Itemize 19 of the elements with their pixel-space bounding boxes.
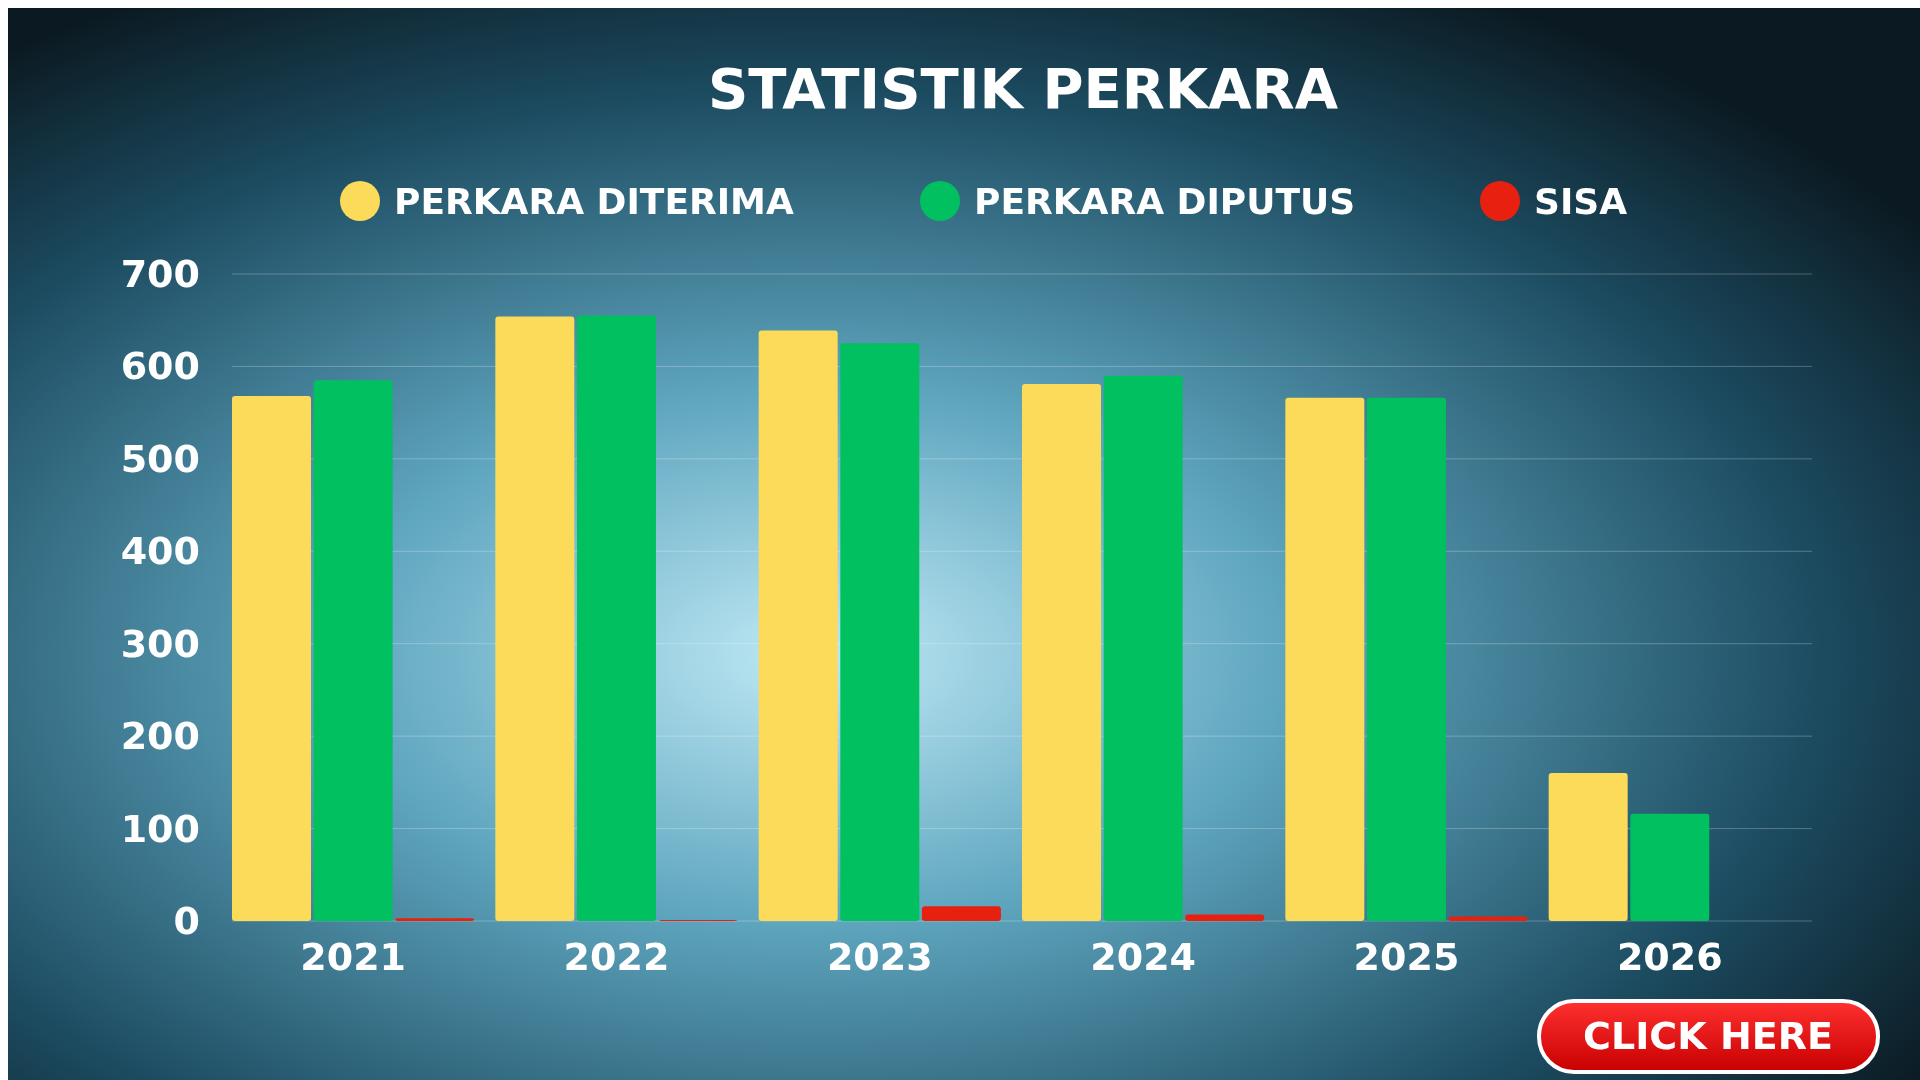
chart-title: STATISTIK PERKARA: [707, 56, 1339, 121]
x-tick-label: 2022: [563, 935, 670, 979]
x-tick-label: 2025: [1353, 935, 1460, 979]
y-tick-label: 600: [120, 344, 200, 389]
x-tick-label: 2026: [1616, 935, 1723, 979]
text: CLICK HERE: [1583, 1014, 1833, 1058]
y-tick-label: 700: [120, 252, 200, 296]
y-tick-label: 200: [120, 714, 200, 759]
y-tick-label: 300: [120, 621, 200, 666]
x-tick-label: 2024: [1090, 935, 1197, 979]
x-tick-label: 2023: [826, 935, 933, 979]
legend-label: PERKARA DIPUTUS: [974, 181, 1356, 222]
y-tick-label: 500: [120, 436, 200, 481]
y-tick-label: 100: [120, 806, 200, 851]
y-tick-label: 400: [120, 529, 200, 574]
x-tick-label: 2021: [300, 935, 407, 979]
legend-label: PERKARA DITERIMA: [394, 181, 794, 222]
legend-label: SISA: [1534, 181, 1628, 222]
y-tick-label: 0: [173, 899, 200, 943]
